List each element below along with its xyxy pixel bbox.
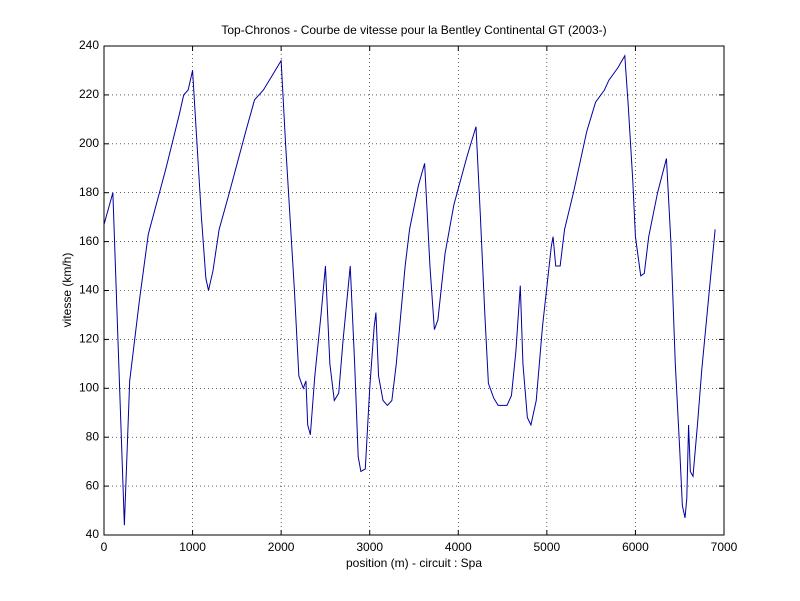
plot-frame	[103, 45, 725, 536]
x-tick-label: 7000	[711, 540, 738, 554]
y-tick-label: 140	[79, 283, 99, 297]
x-tick-label: 4000	[445, 540, 472, 554]
y-tick-label: 180	[79, 185, 99, 199]
x-tick-label: 3000	[356, 540, 383, 554]
y-tick-label: 160	[79, 234, 99, 248]
y-tick-label: 200	[79, 136, 99, 150]
y-tick-label: 220	[79, 87, 99, 101]
x-axis-label: position (m) - circuit : Spa	[346, 556, 482, 570]
y-tick-label: 100	[79, 380, 99, 394]
y-tick-label: 80	[86, 429, 100, 443]
y-tick-label: 120	[79, 332, 99, 346]
y-axis-label: vitesse (km/h)	[60, 253, 74, 328]
x-tick-label: 6000	[622, 540, 649, 554]
chart-title: Top-Chronos - Courbe de vitesse pour la …	[221, 23, 606, 37]
x-tick-label: 5000	[534, 540, 561, 554]
x-tick-label: 1000	[179, 540, 206, 554]
y-tick-label: 60	[86, 478, 100, 492]
x-tick-label: 0	[101, 540, 108, 554]
y-tick-label: 240	[79, 38, 99, 52]
x-tick-label: 2000	[268, 540, 295, 554]
speed-line	[103, 54, 716, 526]
y-tick-label: 40	[86, 527, 100, 541]
